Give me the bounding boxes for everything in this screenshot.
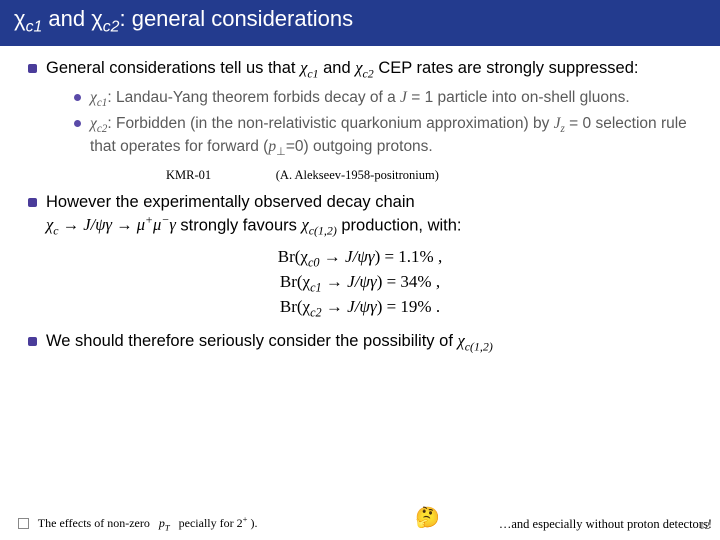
branching-ratio-block: Br(χc0 → J/ψγ) = 1.1% , Br(χc1 → J/ψγ) =… — [24, 247, 696, 321]
page-number: 12 — [699, 520, 710, 532]
sub-bullet-list: χc1: Landau-Yang theorem forbids decay o… — [46, 88, 696, 160]
sub-bullet-1: χc1: Landau-Yang theorem forbids decay o… — [72, 88, 696, 111]
bullet-2: However the experimentally observed deca… — [24, 192, 696, 238]
sub-bullet-2: χc2: Forbidden (in the non-relativistic … — [72, 114, 696, 160]
footer-left-text: The effects of non-zero pT pecially for … — [38, 516, 258, 530]
annot-kmr: KMR-01 — [166, 168, 211, 182]
br-line-2: Br(χc2 → J/ψγ) = 19% . — [24, 297, 696, 320]
annot-alekseev: (A. Alekseev-1958-positronium) — [276, 168, 439, 182]
checkbox-icon — [18, 518, 29, 529]
thinking-emoji-icon: 🤔 — [415, 505, 440, 530]
bullet-1-text: General considerations tell us that χc1 … — [46, 59, 638, 77]
bullet-3: We should therefore seriously consider t… — [24, 331, 696, 354]
main-bullet-list-2: We should therefore seriously consider t… — [24, 331, 696, 354]
slide-title: χc1 and χc2: general considerations — [14, 6, 353, 31]
footer-right-text: …and especially without proton detectors… — [499, 517, 712, 531]
footer-left: The effects of non-zero pT pecially for … — [18, 514, 258, 532]
slide-content: General considerations tell us that χc1 … — [0, 46, 720, 353]
main-bullet-list: General considerations tell us that χc1 … — [24, 58, 696, 238]
br-line-1: Br(χc1 → J/ψγ) = 34% , — [24, 272, 696, 295]
title-bar: χc1 and χc2: general considerations — [0, 0, 720, 46]
br-line-0: Br(χc0 → J/ψγ) = 1.1% , — [24, 247, 696, 270]
annotation-row: KMR-01 (A. Alekseev-1958-positronium) — [166, 164, 696, 185]
bullet-1: General considerations tell us that χc1 … — [24, 58, 696, 184]
footer-right: …and especially without proton detectors… — [499, 517, 712, 532]
